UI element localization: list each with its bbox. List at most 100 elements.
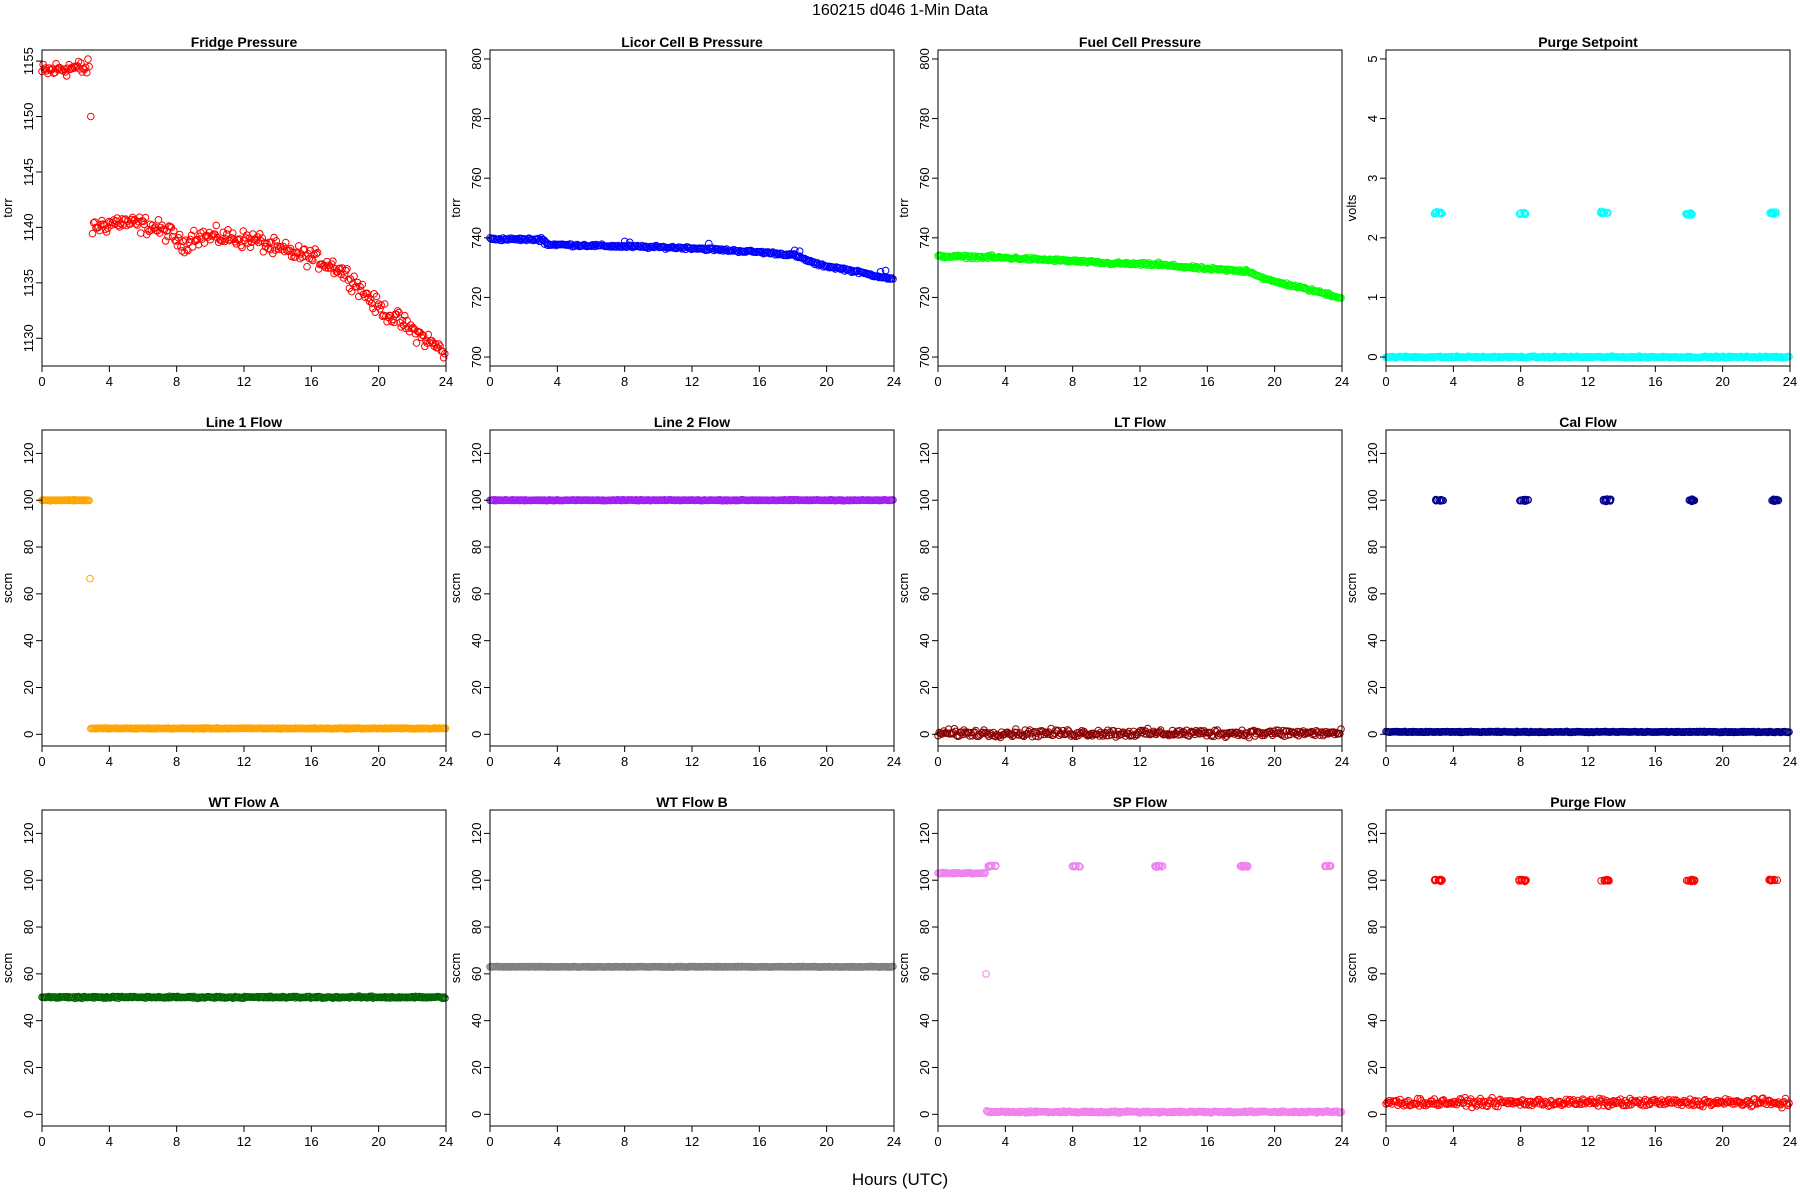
y-axis-label: sccm (448, 953, 463, 983)
data-point (1688, 210, 1696, 218)
plot-frame (41, 429, 447, 747)
data-point (1535, 728, 1543, 737)
data-point (1081, 730, 1090, 738)
x-tick-label: 0 (38, 374, 45, 389)
series-points (38, 992, 449, 1003)
data-point (889, 496, 897, 504)
y-tick-label: 0 (917, 1111, 932, 1118)
data-point (439, 353, 448, 362)
y-tick-label: 20 (1365, 680, 1380, 694)
data-point (632, 242, 640, 251)
x-tick-label: 16 (1648, 754, 1662, 769)
y-tick-label: 0 (1365, 731, 1380, 738)
y-tick-label: 20 (469, 680, 484, 694)
data-point (1451, 353, 1460, 361)
x-tick-label: 16 (1648, 374, 1662, 389)
y-axis-label: sccm (896, 573, 911, 603)
data-point (1040, 730, 1048, 739)
x-tick-label: 24 (1783, 754, 1797, 769)
data-point (1739, 728, 1747, 737)
x-tick-label: 4 (1002, 374, 1009, 389)
data-point (412, 339, 421, 347)
data-point (609, 243, 618, 251)
x-tick-label: 24 (1335, 754, 1349, 769)
data-point (212, 221, 220, 230)
data-point (1754, 353, 1763, 362)
x-tick-label: 20 (1267, 374, 1281, 389)
series-points (486, 495, 897, 505)
data-point (1723, 353, 1732, 361)
data-point (714, 245, 723, 253)
data-point (1688, 496, 1697, 504)
y-tick-label: 760 (469, 167, 484, 189)
data-point (782, 251, 790, 260)
series-points (934, 861, 1346, 1117)
data-point (580, 240, 589, 249)
x-tick-label: 4 (554, 754, 561, 769)
data-point (289, 248, 297, 256)
x-tick-label: 24 (887, 374, 901, 389)
data-point (1785, 352, 1793, 361)
x-tick-label: 16 (1200, 374, 1214, 389)
y-tick-label: 20 (21, 1060, 36, 1074)
data-point (131, 724, 140, 733)
y-tick-label: 100 (1365, 489, 1380, 511)
panel-title: LT Flow (1114, 414, 1166, 430)
y-tick-label: 80 (1365, 920, 1380, 934)
x-tick-label: 8 (173, 754, 180, 769)
y-tick-label: 60 (21, 967, 36, 981)
y-tick-label: 100 (1365, 869, 1380, 891)
data-point (1063, 726, 1072, 734)
series-points (38, 55, 449, 362)
data-point (809, 259, 817, 267)
x-tick-label: 8 (173, 1134, 180, 1149)
data-point (1772, 496, 1780, 505)
data-point (1729, 728, 1738, 737)
data-point (785, 495, 794, 504)
data-point (114, 221, 123, 230)
data-point (772, 249, 781, 257)
data-point (1154, 258, 1163, 267)
data-point (1712, 352, 1720, 361)
data-point (1774, 496, 1782, 505)
data-point (113, 992, 122, 1001)
x-tick-label: 16 (752, 754, 766, 769)
data-point (377, 301, 386, 310)
data-point (1113, 259, 1121, 267)
data-point (790, 246, 799, 255)
y-tick-label: 1150 (21, 103, 36, 131)
y-tick-label: 720 (917, 287, 932, 309)
data-point (1072, 256, 1080, 265)
data-point (392, 310, 401, 319)
data-point (1445, 352, 1454, 361)
data-point (187, 231, 196, 240)
plot-frame (1385, 49, 1791, 367)
plot-frame (489, 49, 895, 367)
data-point (1432, 496, 1440, 505)
y-tick-label: 1135 (21, 269, 36, 297)
x-tick-label: 8 (621, 754, 628, 769)
y-tick-label: 120 (917, 823, 932, 845)
panel-title: Purge Flow (1550, 794, 1626, 810)
data-point (710, 246, 718, 255)
data-point (963, 252, 972, 260)
data-point (495, 235, 504, 243)
data-point (1095, 732, 1104, 740)
y-tick-label: 80 (469, 540, 484, 554)
data-point (1719, 352, 1727, 361)
series-points (1382, 495, 1793, 737)
data-point (164, 232, 172, 241)
x-tick-label: 0 (934, 754, 941, 769)
data-point (62, 72, 71, 80)
x-tick-label: 4 (106, 374, 113, 389)
data-point (1095, 258, 1104, 267)
data-point (973, 254, 981, 263)
data-point (96, 220, 105, 229)
data-point (211, 725, 220, 733)
data-point (949, 252, 958, 261)
data-point (944, 252, 953, 261)
data-point (537, 234, 546, 242)
y-tick-label: 700 (917, 346, 932, 368)
